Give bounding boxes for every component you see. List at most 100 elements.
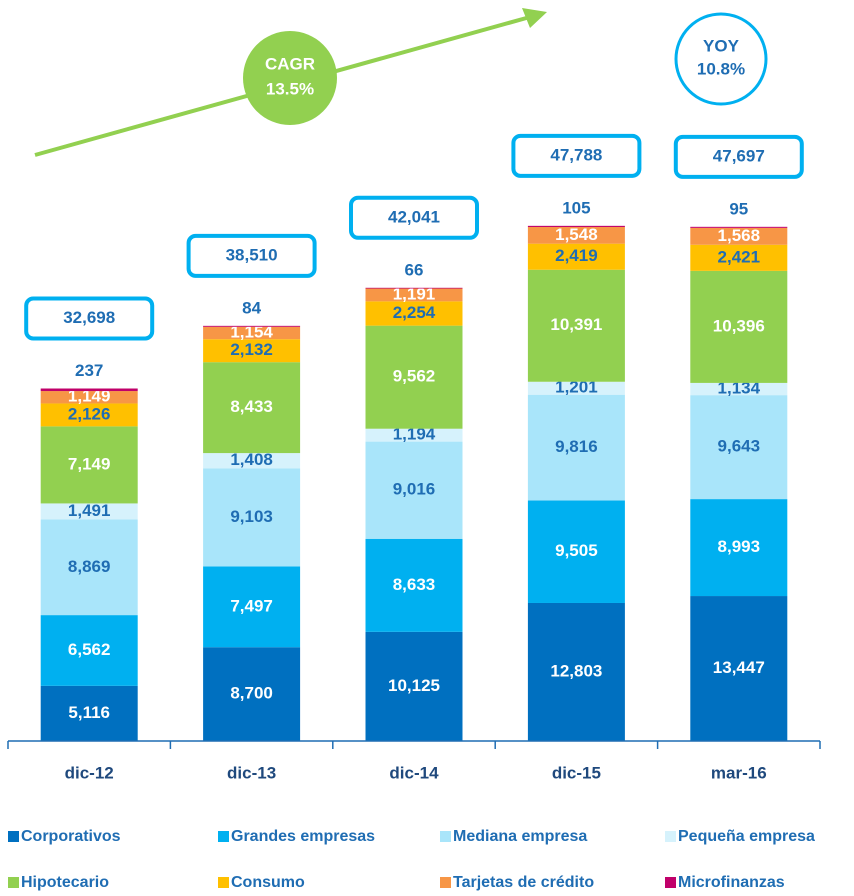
segment-label: 2,126 (68, 404, 111, 423)
segment-label: 1,568 (718, 226, 761, 245)
legend-swatch (440, 831, 451, 842)
legend-swatch (218, 877, 229, 888)
total-box (673, 134, 804, 179)
legend-label: Grandes empresas (231, 828, 375, 845)
cagr-label: CAGR (265, 54, 315, 73)
bar-segment (690, 395, 788, 500)
segment-label: 1,191 (393, 284, 436, 303)
segment-label: 1,201 (555, 378, 598, 397)
bar-segment (40, 403, 138, 427)
segment-label: 2,419 (555, 246, 598, 265)
segment-label: 237 (75, 361, 103, 380)
segment-label: 1,134 (718, 379, 761, 398)
segment-label: 9,505 (555, 541, 598, 560)
legend-swatch (665, 831, 676, 842)
legend-label: Mediana empresa (453, 828, 587, 845)
cagr-circle (243, 31, 337, 125)
bar-segment (690, 270, 788, 383)
x-tick-label: dic-15 (552, 763, 601, 782)
segment-label: 8,993 (718, 537, 761, 556)
bar-segment (203, 647, 301, 741)
segment-label: 9,816 (555, 437, 598, 456)
arrow-head (522, 8, 547, 28)
bar-segment (527, 269, 625, 382)
legend-swatch (440, 877, 451, 888)
cagr-value: 13.5% (266, 79, 314, 98)
total-box (511, 133, 642, 178)
legend-swatch (8, 877, 19, 888)
legend-swatch (218, 831, 229, 842)
segment-label: 1,548 (555, 225, 598, 244)
segment-label: 9,562 (393, 367, 436, 386)
segment-label: 10,391 (550, 315, 602, 334)
legend-swatch (665, 877, 676, 888)
segment-label: 8,869 (68, 557, 111, 576)
bar-segment (527, 602, 625, 741)
segment-label: 95 (729, 199, 748, 218)
segment-label: 10,396 (713, 316, 765, 335)
segment-label: 8,700 (230, 684, 273, 703)
segment-label: 8,433 (230, 397, 273, 416)
bar-segment (690, 596, 788, 741)
segment-label: 66 (405, 260, 424, 279)
bar-segment (690, 382, 788, 396)
bar-segment (527, 226, 625, 244)
bar-segment (690, 499, 788, 597)
segment-label: 2,254 (393, 303, 436, 322)
bar-segment (365, 301, 463, 326)
yoy-label: YOY (703, 36, 740, 55)
bar-segment (365, 325, 463, 429)
segment-label: 13,447 (713, 658, 765, 677)
bar-segment (690, 244, 788, 271)
segment-label: 8,633 (393, 575, 436, 594)
segment-label: 1,149 (68, 387, 111, 406)
bar-segment (690, 227, 788, 245)
bar-segment (40, 519, 138, 616)
total-label: 47,697 (713, 146, 765, 165)
yoy-value: 10.8% (697, 59, 745, 78)
bar-segment (203, 468, 301, 567)
segment-label: 5,116 (68, 703, 110, 722)
x-tick-label: mar-16 (711, 763, 767, 782)
total-box (186, 233, 317, 278)
bar-segment (365, 288, 463, 302)
segment-label: 10,125 (388, 676, 440, 695)
bar-segment (365, 631, 463, 741)
legend-swatch (8, 831, 19, 842)
total-label: 42,041 (388, 207, 440, 226)
bar-segment (40, 391, 138, 404)
bar-segment (203, 453, 301, 469)
legend-label: Hipotecario (21, 874, 109, 891)
bar-segment (203, 339, 301, 363)
segment-label: 9,643 (718, 437, 761, 456)
bar-segment (365, 441, 463, 539)
bar-segment (527, 381, 625, 395)
bar-segment (527, 500, 625, 603)
segment-label: 84 (242, 298, 261, 317)
x-tick-label: dic-12 (65, 763, 114, 782)
bar-segment (40, 685, 138, 741)
legend-label: Corporativos (21, 828, 121, 845)
bar-segment (203, 362, 301, 454)
segment-label: 1,194 (393, 425, 436, 444)
x-tick-label: dic-13 (227, 763, 276, 782)
legend-label: Microfinanzas (678, 874, 785, 891)
segment-label: 7,149 (68, 454, 111, 473)
segment-label: 12,803 (550, 661, 602, 680)
segment-label: 9,103 (230, 507, 273, 526)
bar-segment (527, 394, 625, 501)
bar-segment (40, 388, 138, 392)
x-tick-label: dic-14 (389, 763, 439, 782)
bar-segment (527, 225, 625, 227)
segment-label: 1,154 (230, 322, 273, 341)
total-box (24, 296, 155, 341)
total-label: 38,510 (226, 245, 278, 264)
total-label: 32,698 (63, 308, 115, 327)
bar-segment (203, 566, 301, 648)
bar-segment (527, 243, 625, 270)
legend-label: Pequeña empresa (678, 828, 815, 845)
segment-label: 105 (562, 198, 590, 217)
bar-segment (40, 426, 138, 504)
